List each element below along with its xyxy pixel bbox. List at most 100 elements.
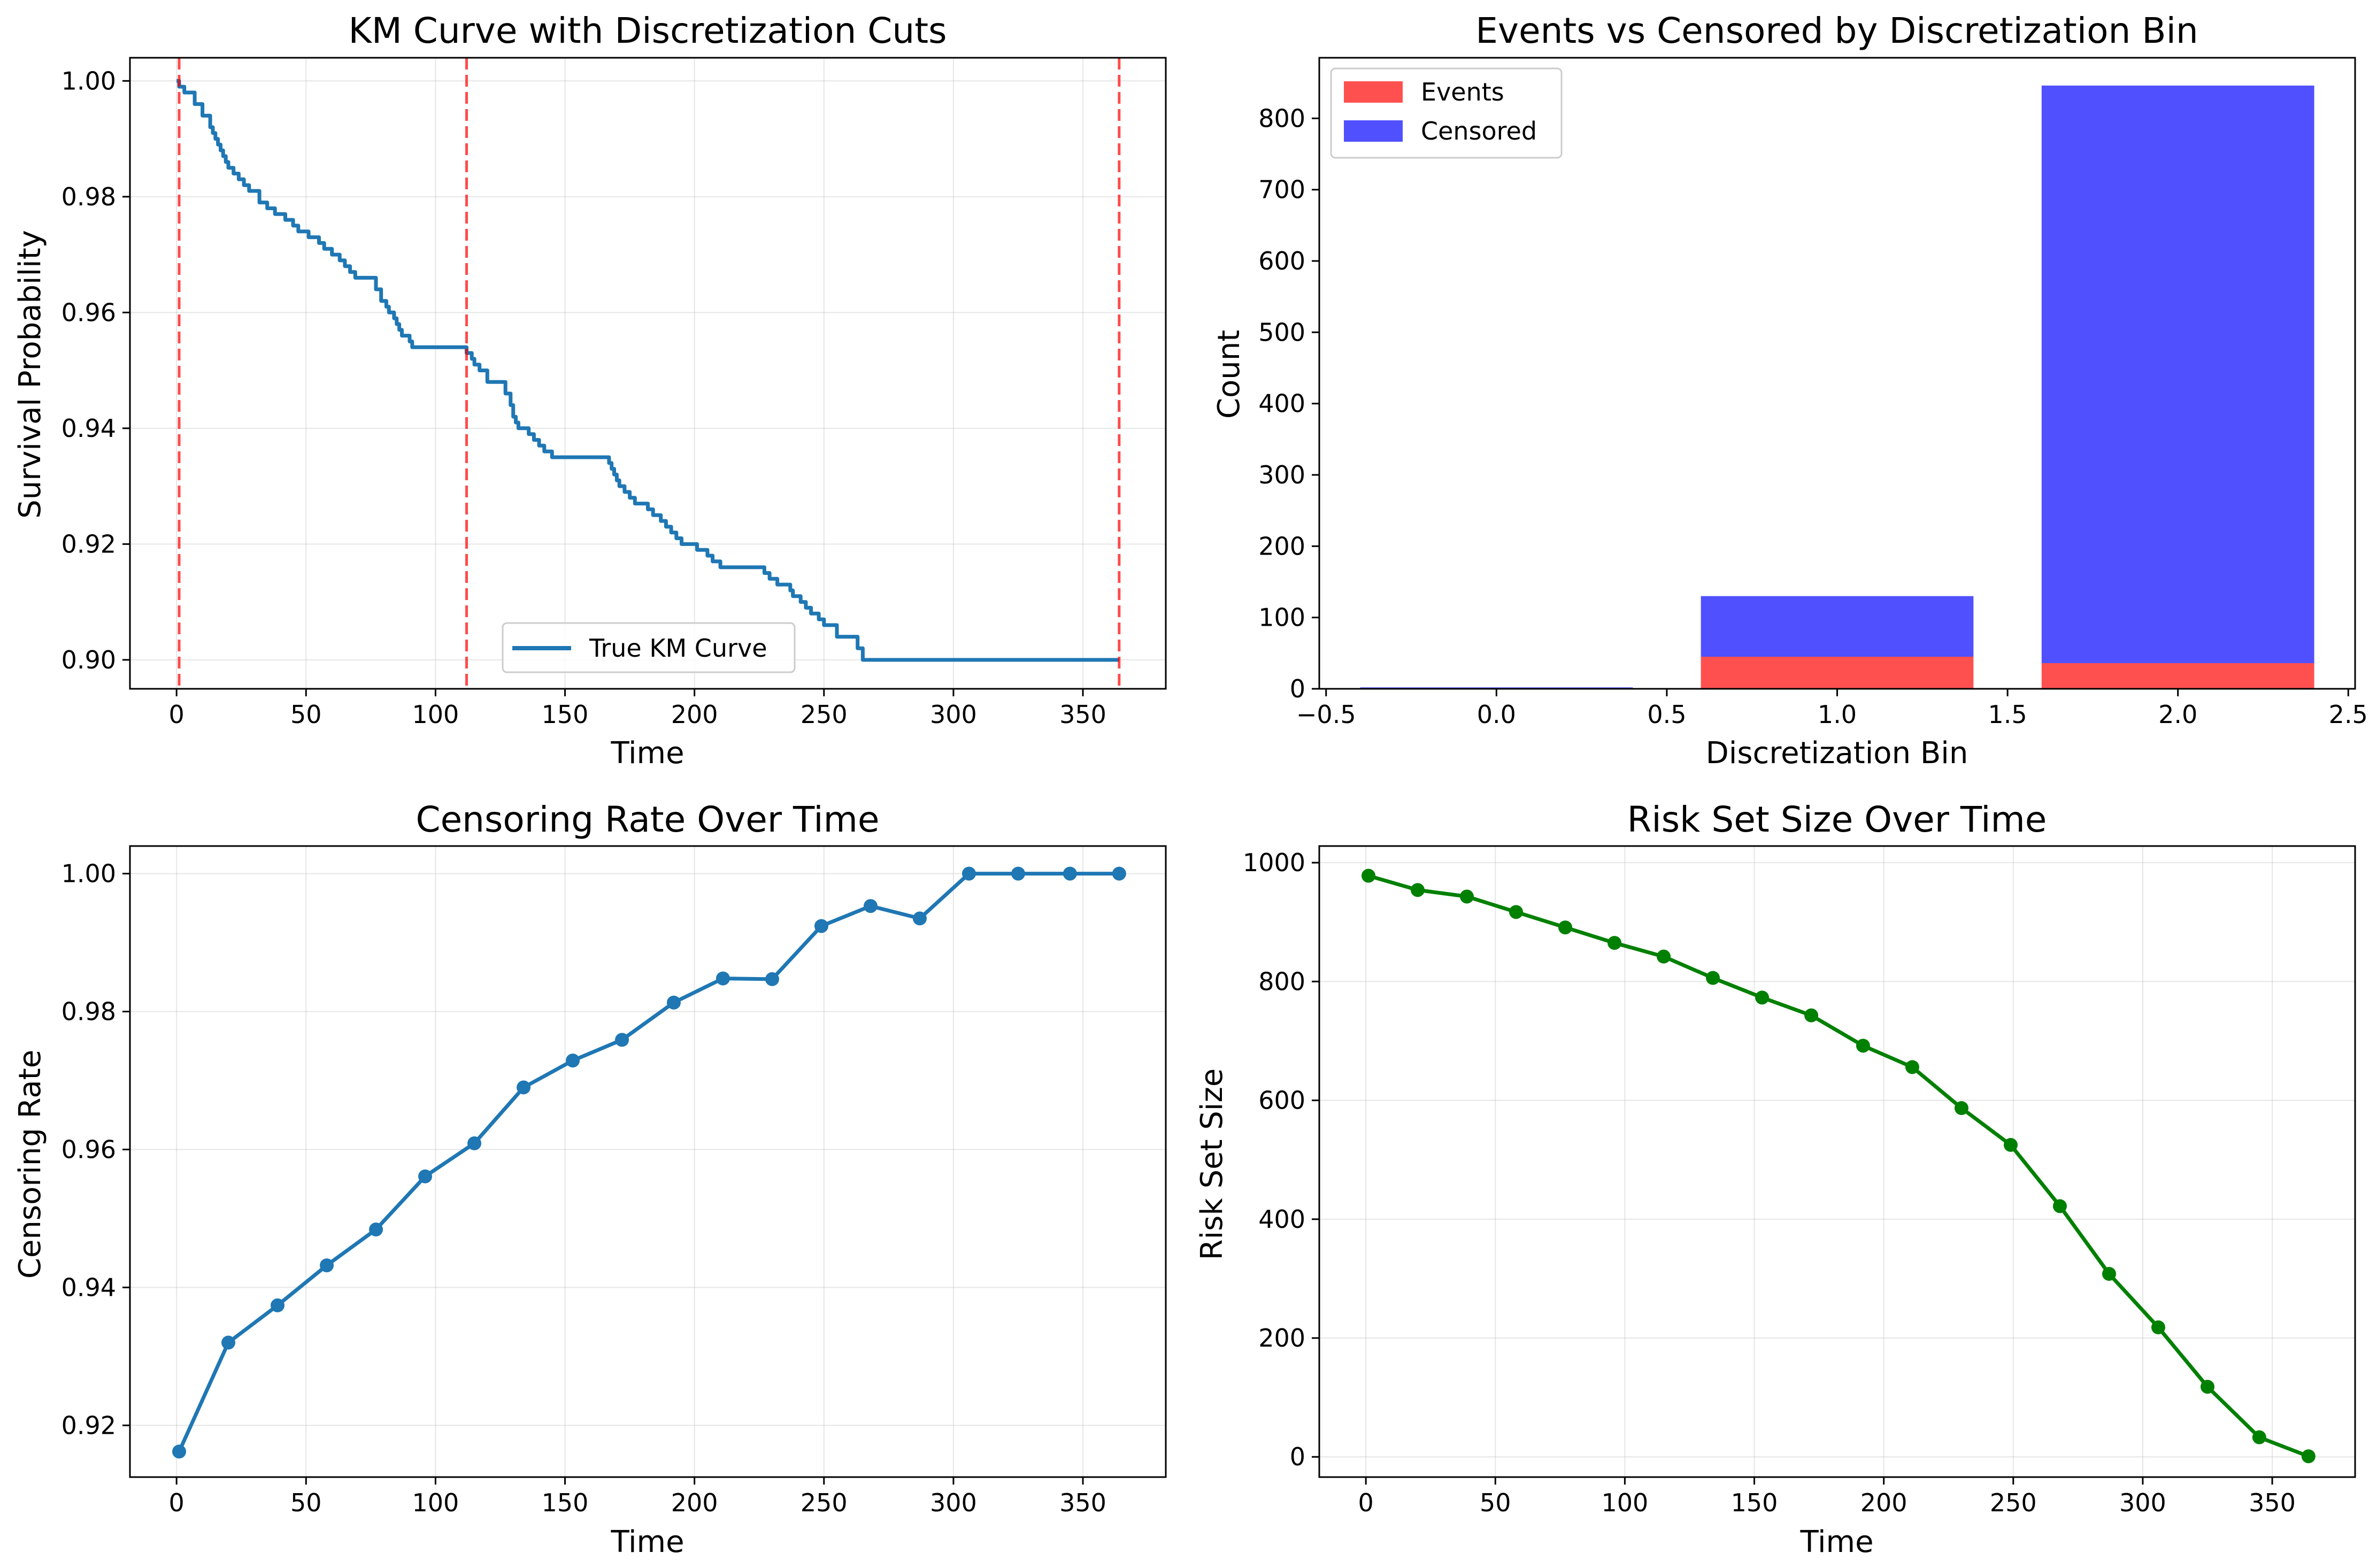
bins-axes-frame [1318,57,2356,690]
cens-point [418,1169,433,1183]
risk-ytick-label: 800 [1258,967,1305,996]
cens-xtick-label: 0 [169,1488,184,1517]
risk-point [2151,1320,2165,1334]
risk-yticks: 0 200 400 600 800 1000 [1243,848,1319,1471]
risk-point [1460,889,1474,904]
km-title: KM Curve with Discretization Cuts [349,10,947,51]
km-legend-label: True KM Curve [589,634,767,663]
km-axes-frame [129,57,1167,690]
cens-axes-frame [129,845,1167,1478]
cens-point [517,1080,531,1095]
cens-series-line [177,872,1119,1452]
risk-set-panel: Risk Set Size Over Time Time Risk Set Si… [1195,799,2356,1559]
cens-point [221,1335,236,1350]
risk-title: Risk Set Size Over Time [1627,799,2047,840]
cens-point [912,911,927,926]
bins-legend-censored-label: Censored [1421,117,1537,145]
bins-ytick-label: 200 [1258,532,1305,560]
cens-point [1112,866,1126,881]
cens-xtick-label: 300 [930,1488,977,1517]
km-xtick-label: 150 [542,700,589,729]
bins-xtick-label: 1.5 [1988,700,2027,729]
bins-ylabel: Count [1212,330,1247,419]
cens-point [172,1444,187,1459]
bins-ytick-label: 700 [1258,175,1305,204]
bins-xtick-label: 0.0 [1477,700,1516,729]
cens-marks [172,866,1126,1459]
km-xtick-label: 50 [290,700,322,729]
km-xlabel: Time [610,736,684,771]
risk-xticks: 0 50 100 150 200 250 300 350 [1358,1477,2296,1517]
cens-point [467,1136,482,1150]
risk-ylabel: Risk Set Size [1195,1069,1229,1260]
bins-legend: Events Censored [1330,67,1563,159]
cens-point [814,919,828,933]
cens-point [1063,866,1077,881]
bins-legend-events-label: Events [1421,78,1504,106]
cens-ytick-label: 1.00 [61,859,116,888]
risk-point [1411,883,1425,897]
cens-point [1011,866,1025,881]
risk-point [1706,971,1720,985]
km-xtick-label: 0 [169,700,184,729]
risk-point [1657,949,1671,964]
cens-title: Censoring Rate Over Time [416,799,879,840]
cens-point [666,995,681,1010]
risk-point [2301,1449,2316,1464]
km-xtick-label: 300 [930,700,977,729]
cens-xticks: 0 50 100 150 200 250 300 350 [169,1477,1106,1517]
bins-xlabel: Discretization Bin [1706,736,1968,771]
bins-xtick-label: −0.5 [1296,700,1356,729]
risk-ytick-label: 0 [1290,1442,1305,1471]
censoring-rate-panel: Censoring Rate Over Time Time Censoring … [13,799,1167,1559]
bins-legend-events-swatch [1344,81,1403,103]
risk-ytick-label: 600 [1258,1086,1305,1115]
risk-ytick-label: 400 [1258,1205,1305,1234]
cens-point [271,1298,285,1312]
bins-yticks: 0 100 200 300 400 500 600 700 800 [1258,104,1319,703]
km-xtick-label: 100 [412,700,459,729]
risk-point [1558,920,1573,935]
km-ytick-label: 1.00 [61,66,116,95]
km-ytick-label: 0.90 [61,645,116,674]
km-xtick-label: 350 [1059,700,1106,729]
bins-ytick-label: 100 [1258,603,1305,632]
km-xtick-label: 200 [671,700,718,729]
risk-point [1362,868,1376,883]
bins-bar-censored-1 [1701,596,1974,657]
cens-point [863,899,878,913]
risk-xtick-label: 350 [2249,1488,2296,1517]
km-ytick-label: 0.92 [61,529,116,558]
risk-axes-frame [1318,845,2356,1478]
bins-xticks: −0.5 0.0 0.5 1.0 1.5 2.0 2.5 [1296,689,2368,729]
risk-xtick-label: 50 [1480,1488,1511,1517]
km-legend: True KM Curve [502,622,796,673]
risk-point [1607,936,1622,950]
cens-xtick-label: 250 [801,1488,848,1517]
bins-ytick-label: 600 [1258,247,1305,275]
risk-point [2102,1267,2116,1281]
km-ytick-label: 0.96 [61,298,116,327]
bins-title: Events vs Censored by Discretization Bin [1475,10,2198,51]
cens-yticks: 0.92 0.94 0.96 0.98 1.00 [61,859,130,1440]
cens-xtick-label: 50 [290,1488,322,1517]
risk-xtick-label: 300 [2119,1488,2166,1517]
bins-bar-censored-0 [1360,687,1633,688]
risk-xtick-label: 250 [1990,1488,2037,1517]
risk-xlabel: Time [1799,1525,1873,1559]
cens-ytick-label: 0.94 [61,1273,116,1302]
events-censored-panel: Events vs Censored by Discretization Bin… [1212,10,2368,771]
bins-xtick-label: 1.0 [1818,700,1857,729]
cens-xtick-label: 350 [1059,1488,1106,1517]
risk-point [1905,1060,1919,1074]
risk-point [1804,1008,1819,1023]
risk-marks [1362,868,2316,1464]
km-ytick-label: 0.98 [61,182,116,211]
cens-ytick-label: 0.96 [61,1135,116,1164]
cens-xtick-label: 150 [542,1488,589,1517]
km-series-line [176,79,1119,662]
bins-xtick-label: 2.5 [2329,700,2368,729]
bins-legend-censored-swatch [1344,120,1403,142]
cens-point [716,971,730,986]
bins-ytick-label: 800 [1258,104,1305,133]
